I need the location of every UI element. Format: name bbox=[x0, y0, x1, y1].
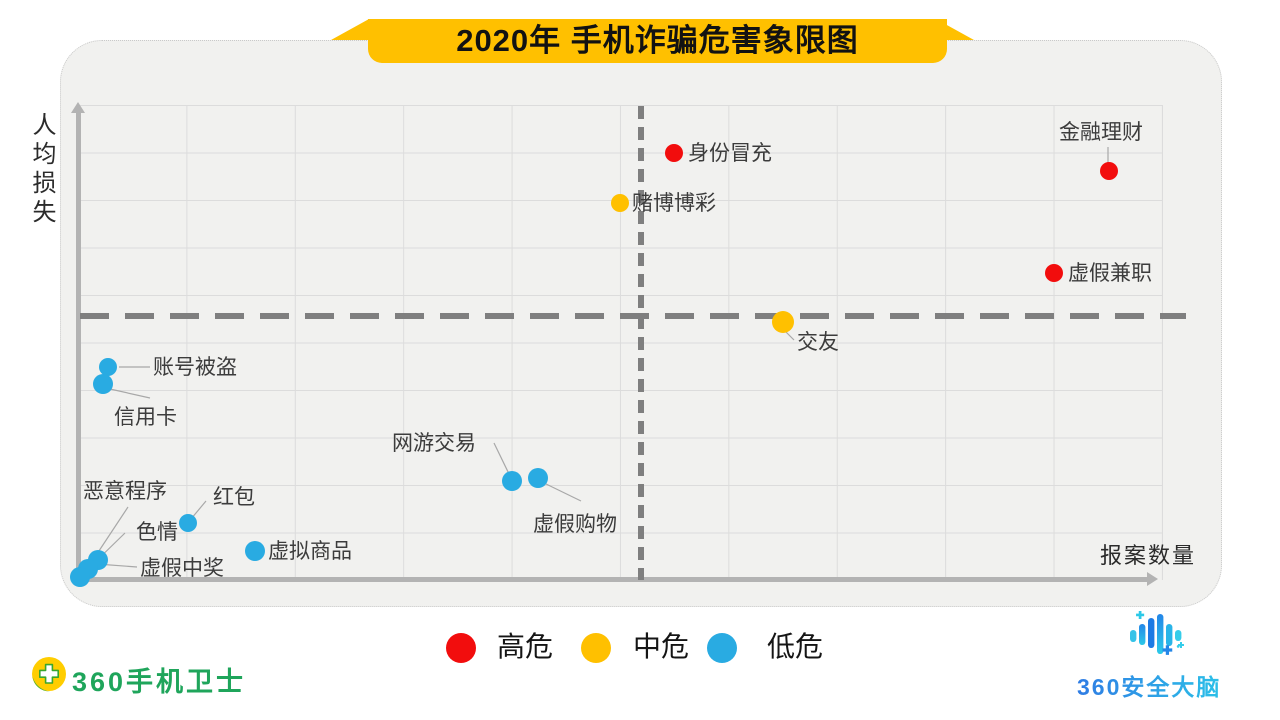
y-axis bbox=[71, 102, 85, 580]
legend-dot-low bbox=[707, 633, 737, 663]
quadrant-divider-horizontal bbox=[80, 313, 1186, 319]
chart-title: 2020年 手机诈骗危害象限图 bbox=[368, 19, 947, 63]
mobile-guard-logo-text: 360手机卫士 bbox=[72, 667, 247, 697]
x-axis bbox=[78, 572, 1158, 586]
legend-label-medium: 中危 bbox=[633, 631, 690, 662]
y-axis-label: 人均损失 bbox=[28, 112, 55, 228]
mobile-guard-logo-icon bbox=[31, 656, 67, 697]
x-axis-label: 报案数量 bbox=[1100, 543, 1197, 568]
legend-dot-medium bbox=[581, 633, 611, 663]
legend-label-high: 高危 bbox=[497, 631, 554, 662]
security-brain-logo-text: 360安全大脑 bbox=[1077, 668, 1221, 702]
security-brain-logo-icon bbox=[1124, 610, 1186, 666]
ribbon-fold-left bbox=[331, 19, 369, 40]
legend-dot-high bbox=[446, 633, 476, 663]
plot-grid bbox=[78, 105, 1163, 580]
quadrant-divider-vertical bbox=[638, 106, 644, 580]
legend-label-low: 低危 bbox=[767, 631, 824, 662]
